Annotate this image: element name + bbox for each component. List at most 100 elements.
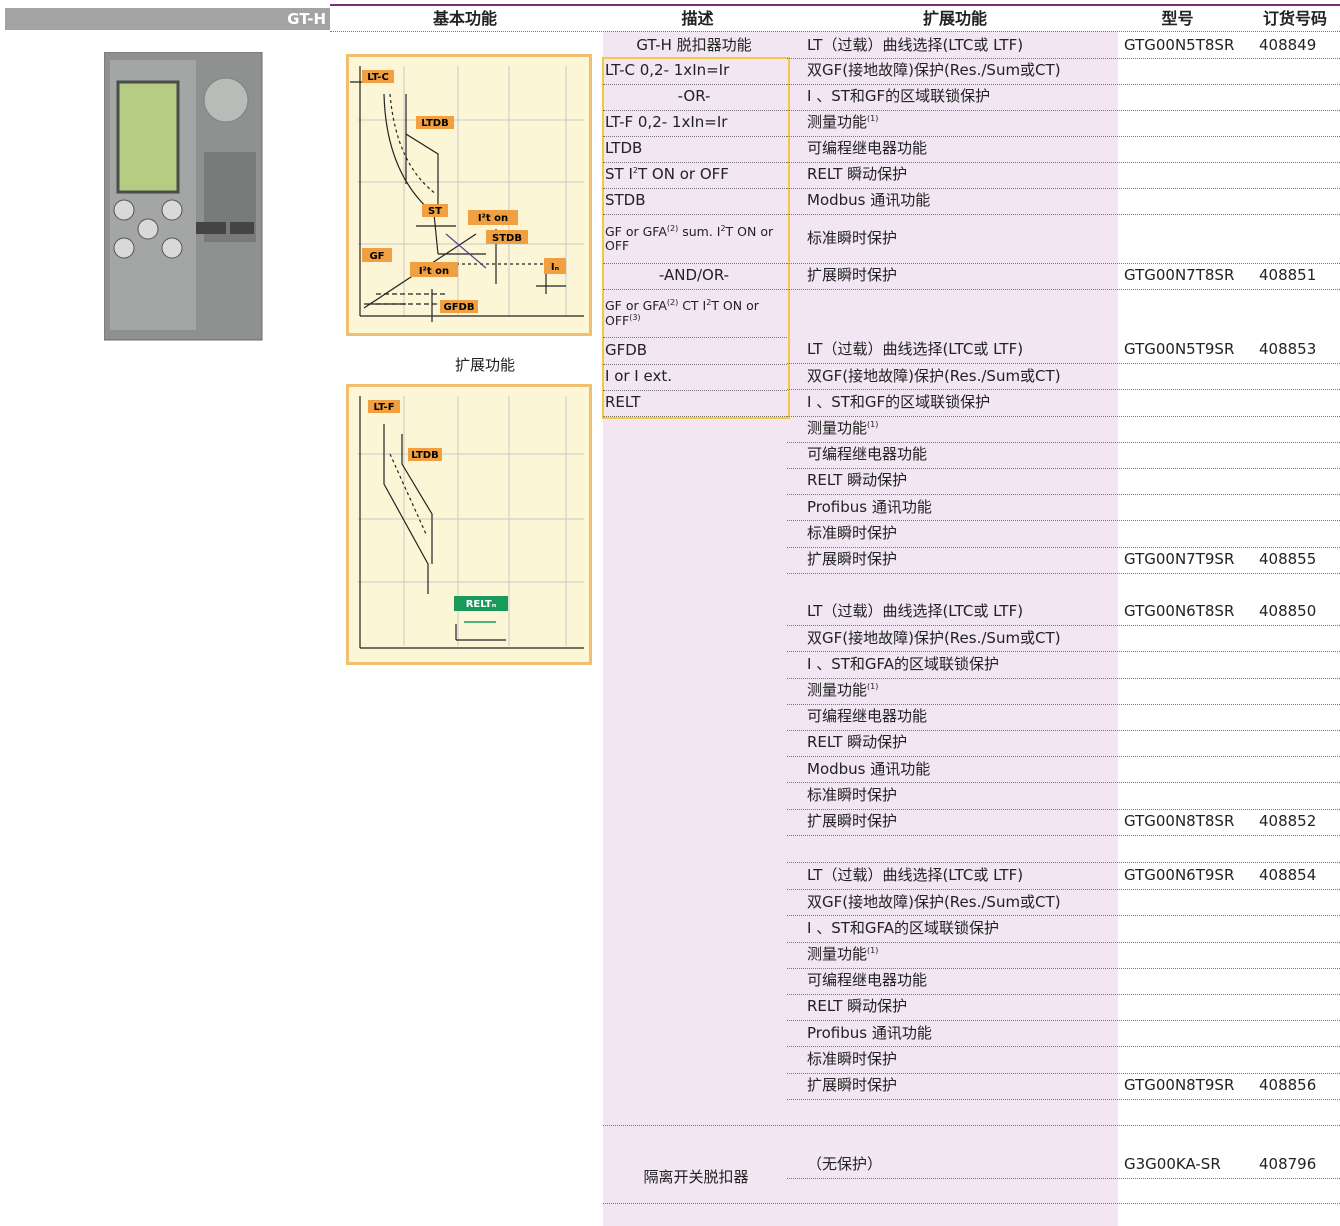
description-cell: STDB	[605, 188, 783, 214]
column-header: 扩展功能	[922, 9, 987, 28]
trip-curve-diagram: LT-C LTDB ST I²t on STDB GF I²t on GFDB …	[346, 54, 592, 336]
feature-cell: 测量功能(1)	[807, 678, 878, 704]
row-divider	[787, 468, 1340, 469]
text-part: (2)	[666, 297, 679, 307]
feature-cell: LT（过载）曲线选择(LTC或 LTF)	[807, 863, 1023, 889]
text-part: sum. I	[678, 223, 721, 239]
row-divider	[787, 494, 1340, 496]
isolator-code: 408796	[1259, 1155, 1317, 1174]
row-divider	[603, 188, 787, 189]
row-divider	[787, 363, 1340, 365]
cell-text: 扩展瞬时保护	[807, 550, 898, 569]
cell-text: 标准瞬时保护	[807, 1049, 898, 1068]
feature-cell: 双GF(接地故障)保护(Res./Sum或CT)	[807, 363, 1061, 389]
row-divider	[603, 364, 787, 365]
feature-cell: 测量功能(1)	[807, 110, 878, 136]
feature-cell: 可编程继电器功能	[807, 968, 927, 994]
row-divider	[787, 58, 1340, 59]
cell-text: ST I2T ON or OFF	[605, 166, 729, 183]
text-part: 2	[720, 223, 726, 233]
cell-text: I or I ext.	[605, 367, 672, 386]
cell-text: LT（过载）曲线选择(LTC或 LTF)	[807, 340, 1024, 359]
row-divider	[787, 1178, 1340, 1179]
cell-text: 测量功能(1)	[807, 945, 879, 963]
feature-cell: 扩展瞬时保护	[807, 809, 897, 835]
text-part: 测量功能	[807, 681, 868, 700]
text-part: T ON or OFF	[637, 165, 729, 184]
description-cell: LT-C 0,2- 1xIn=Ir	[605, 58, 783, 84]
diagram-label: LTDB	[421, 118, 448, 129]
text-part: (1)	[867, 946, 879, 956]
cell-text: GFDB	[605, 340, 648, 359]
model-cell: GTG00N8T9SR	[1124, 1076, 1235, 1095]
feature-cell: 标准瞬时保护	[807, 520, 897, 546]
text-part: T ON or OFF	[605, 223, 774, 254]
cell-text: Profibus 通讯功能	[807, 1023, 932, 1042]
diagram-label: ST	[428, 206, 442, 217]
feature-cell: I 、ST和GFA的区域联锁保护	[807, 651, 999, 677]
model-cell: GTG00N8T8SR	[1124, 812, 1235, 831]
cell-text: Profibus 通讯功能	[807, 497, 932, 516]
model-cell: GTG00N6T8SR	[1124, 602, 1235, 621]
row-divider	[787, 214, 1340, 215]
row-divider	[603, 136, 787, 137]
feature-cell: LT（过载）曲线选择(LTC或 LTF)	[807, 337, 1023, 363]
order-code-cell: 408852	[1259, 812, 1317, 831]
cell-text: 扩展瞬时保护	[807, 266, 898, 285]
cell-text: RELT 瞬动保护	[807, 471, 908, 490]
row-divider	[787, 730, 1340, 731]
row-divider	[787, 546, 1340, 548]
description-cell: GFDB	[605, 337, 783, 364]
column-header: 基本功能	[432, 9, 497, 28]
cell-text: GT-H 脱扣器功能	[636, 35, 752, 54]
row-divider	[787, 263, 1340, 264]
feature-cell: Profibus 通讯功能	[807, 1020, 932, 1046]
description-cell: RELT	[605, 390, 783, 416]
row-divider	[787, 941, 1340, 943]
feature-cell: I 、ST和GFA的区域联锁保护	[807, 915, 999, 941]
diagram-label: I²t on	[419, 266, 449, 277]
row-divider	[787, 651, 1340, 653]
feature-cell: 标准瞬时保护	[807, 782, 897, 808]
feature-cell: 可编程继电器功能	[807, 442, 927, 468]
cell-text: 双GF(接地故障)保护(Res./Sum或CT)	[807, 628, 1061, 647]
row-divider	[787, 1072, 1340, 1074]
trip-curve-diagram: LT-F LTDB RELTₙ	[346, 384, 592, 665]
column-header: 订货号码	[1262, 9, 1327, 28]
cell-text: 测量功能(1)	[807, 114, 878, 131]
row-divider	[603, 1125, 1340, 1126]
cell-text: 可编程继电器功能	[807, 707, 928, 726]
row-divider	[787, 889, 1340, 891]
feature-cell: RELT 瞬动保护	[807, 468, 907, 494]
feature-cell: 扩展瞬时保护	[807, 263, 897, 289]
row-divider	[787, 520, 1340, 522]
cell-text: LTDB	[605, 139, 643, 158]
cell-text: 标准瞬时保护	[807, 523, 898, 542]
cell-text: 标准瞬时保护	[807, 785, 898, 804]
cell-text: 测量功能(1)	[807, 681, 878, 700]
cell-text: 可编程继电器功能	[807, 971, 928, 990]
row-divider	[787, 389, 1340, 391]
feature-cell: 可编程继电器功能	[807, 136, 927, 162]
feature-cell: 可编程继电器功能	[807, 704, 927, 730]
cell-text: I 、ST和GFA的区域联锁保护	[807, 654, 1000, 673]
feature-cell: Modbus 通讯功能	[807, 188, 930, 214]
description-cell: -OR-	[605, 84, 783, 110]
row-divider	[603, 263, 787, 264]
order-code-cell: 408849	[1259, 35, 1317, 54]
description-cell: GF or GFA(2) sum. I2T ON or OFF	[605, 214, 783, 263]
feature-cell: 双GF(接地故障)保护(Res./Sum或CT)	[807, 889, 1061, 915]
cell-text: 标准瞬时保护	[807, 228, 898, 247]
feature-cell: I 、ST和GF的区域联锁保护	[807, 84, 990, 110]
row-divider	[787, 441, 1340, 443]
basic-function-box	[602, 57, 790, 419]
text-part: T ON or OFF	[605, 297, 759, 329]
cell-text: 双GF(接地故障)保护(Res./Sum或CT)	[807, 892, 1061, 911]
diagram-label: Iₙ	[551, 262, 560, 273]
order-code-cell: 408854	[1259, 866, 1317, 885]
row-divider	[603, 1203, 1340, 1204]
diagram-label: LT-C	[367, 72, 389, 83]
description-cell: LT-F 0,2- 1xIn=Ir	[605, 110, 783, 136]
row-divider	[787, 84, 1340, 85]
row-divider	[603, 84, 787, 85]
